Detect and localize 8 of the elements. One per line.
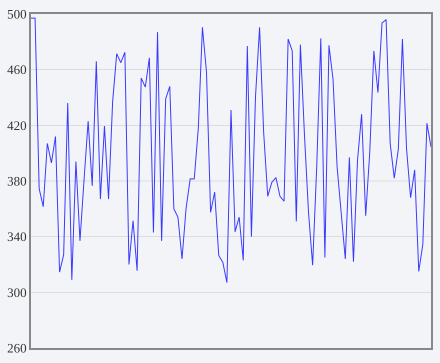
y-tick-label: 300 (7, 284, 27, 300)
y-tick-label: 380 (7, 174, 27, 189)
y-tick-label: 260 (7, 340, 27, 356)
line-series (31, 18, 431, 284)
y-tick-label: 420 (7, 118, 27, 133)
y-tick-label: 460 (7, 62, 27, 78)
y-tick-label: 500 (7, 6, 27, 22)
y-tick-label: 340 (7, 229, 27, 244)
